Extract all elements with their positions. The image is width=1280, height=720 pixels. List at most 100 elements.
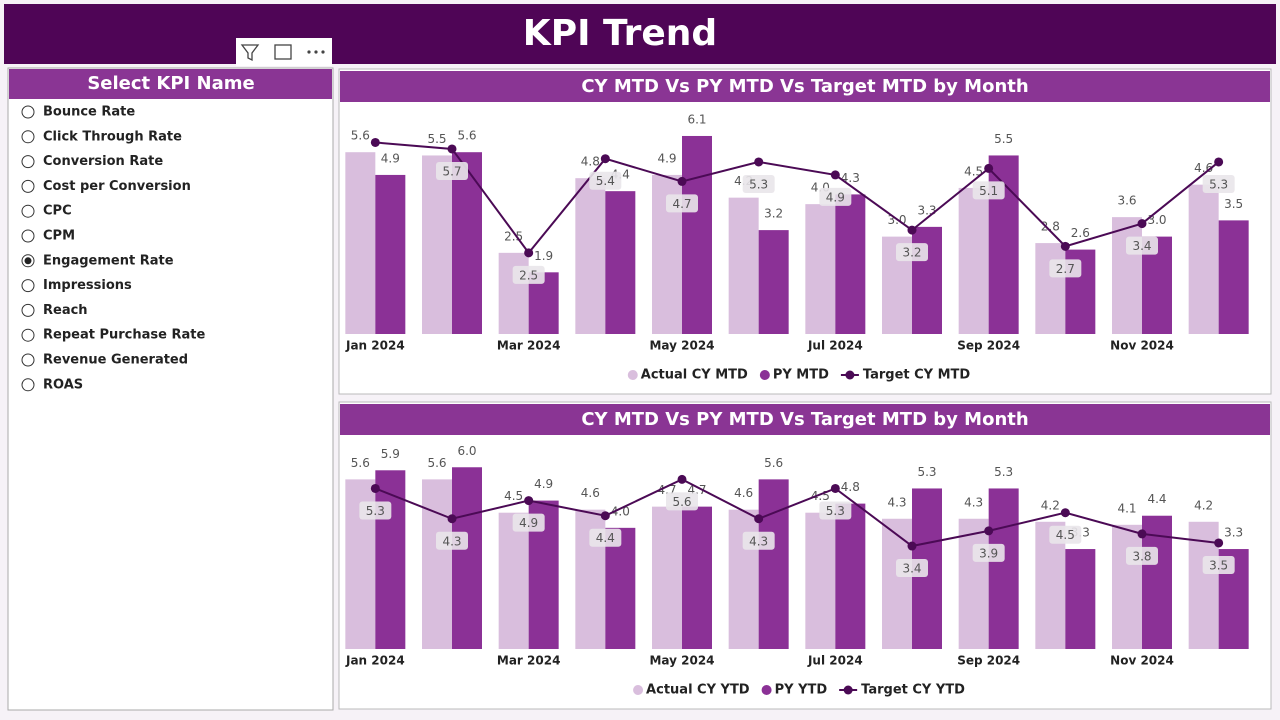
slicer-item[interactable]: Click Through Rate	[43, 129, 182, 144]
x-tick-label: Jan 2024	[345, 339, 405, 353]
bar	[682, 506, 712, 649]
data-label: 5.3	[826, 504, 845, 518]
legend-label[interactable]: Target CY YTD	[861, 683, 965, 698]
slicer-panel	[7, 67, 334, 711]
slicer-item[interactable]: ROAS	[43, 377, 83, 392]
data-label: 4.4	[596, 531, 615, 545]
line-point	[447, 514, 457, 524]
data-label: 4.3	[964, 495, 983, 509]
legend-marker	[759, 370, 770, 380]
data-label: 3.6	[1117, 194, 1136, 208]
slicer-items: Bounce Rate Click Through Rate Conversion …	[21, 105, 205, 392]
data-label: 4.9	[534, 477, 553, 491]
legend-label[interactable]: Actual CY YTD	[646, 683, 750, 698]
bar	[1142, 515, 1172, 649]
bar	[958, 518, 989, 649]
label-box	[589, 171, 622, 190]
line-point	[1060, 241, 1070, 251]
slicer-item[interactable]: Repeat Purchase Rate	[43, 328, 205, 343]
radio-button[interactable]	[21, 229, 35, 243]
radio-button[interactable]	[21, 155, 35, 169]
radio-button[interactable]	[21, 353, 35, 367]
more-icon[interactable]	[307, 50, 311, 54]
bar	[835, 194, 866, 334]
slicer-item[interactable]: Engagement Rate	[43, 253, 174, 268]
label-box	[1049, 525, 1082, 544]
data-label: 4.0	[611, 504, 630, 518]
data-label: 3.4	[1132, 239, 1151, 253]
bar	[452, 467, 482, 649]
data-label: 4.9	[826, 190, 845, 204]
x-tick-label: May 2024	[649, 654, 714, 668]
label-box	[819, 187, 852, 206]
legend-marker	[845, 370, 855, 380]
data-label: 4.3	[442, 534, 461, 548]
data-label: 4.1	[1117, 501, 1136, 515]
line-point	[677, 176, 687, 186]
legend-label[interactable]: PY YTD	[775, 683, 828, 698]
data-label: 4.4	[1147, 492, 1166, 506]
line-point	[600, 511, 610, 521]
bar	[758, 479, 789, 649]
radio-button[interactable]	[21, 328, 35, 342]
legend-marker	[843, 685, 853, 695]
bar	[1218, 220, 1249, 334]
label-box	[1202, 174, 1235, 193]
slicer-header	[9, 69, 332, 99]
data-label: 4.3	[841, 171, 860, 185]
slicer-item[interactable]: Reach	[43, 303, 88, 318]
radio-button[interactable]	[21, 105, 35, 119]
line-point	[830, 483, 840, 493]
line-point	[1137, 529, 1147, 539]
label-box	[1126, 236, 1158, 255]
data-label: 5.4	[596, 174, 615, 188]
radio-button[interactable]	[21, 204, 35, 218]
legend-label[interactable]: Actual CY MTD	[641, 368, 748, 383]
filter-icon[interactable]	[240, 44, 260, 62]
data-label: 2.7	[1056, 262, 1075, 276]
focus-icon[interactable]	[274, 44, 292, 60]
data-label: 5.9	[381, 447, 400, 461]
more-icon	[321, 50, 325, 54]
legend-label[interactable]: PY MTD	[773, 368, 829, 383]
x-tick-label: May 2024	[649, 339, 714, 353]
bar	[605, 191, 636, 334]
radio-button[interactable]	[21, 179, 35, 193]
bar	[1188, 184, 1219, 334]
slicer-item[interactable]: Revenue Generated	[43, 353, 188, 368]
data-label: 6.1	[687, 112, 706, 126]
radio-button[interactable]	[21, 378, 35, 392]
data-label: 5.1	[979, 184, 998, 198]
bar	[652, 506, 682, 649]
bar	[575, 178, 606, 334]
radio-button[interactable]	[21, 279, 35, 293]
chart-title-bar	[340, 404, 1270, 435]
radio-button[interactable]	[21, 130, 35, 144]
line-point	[907, 225, 917, 235]
x-tick-label: Nov 2024	[1110, 654, 1174, 668]
label-box	[742, 174, 775, 193]
data-label: 2.8	[1041, 220, 1060, 234]
line-point	[754, 157, 764, 167]
bar	[912, 226, 942, 334]
slicer-item[interactable]: Bounce Rate	[43, 105, 135, 120]
slicer-item[interactable]: Conversion Rate	[43, 154, 163, 169]
label-box	[819, 501, 852, 520]
radio-button[interactable]	[21, 303, 35, 317]
data-label: 4.5	[964, 164, 983, 178]
data-label: 3.9	[979, 546, 998, 560]
data-label: 3.4	[902, 562, 921, 576]
x-tick-label: Nov 2024	[1110, 339, 1174, 353]
data-label: 4.8	[581, 155, 600, 169]
bar	[1065, 549, 1096, 649]
data-label: 4.3	[887, 495, 906, 509]
slicer-item[interactable]: CPM	[43, 229, 75, 244]
line-point	[1214, 157, 1224, 167]
legend-label[interactable]: Target CY MTD	[863, 368, 971, 383]
legend-marker	[627, 370, 638, 380]
slicer-item[interactable]: Impressions	[43, 278, 132, 293]
slicer-item[interactable]: Cost per Conversion	[43, 179, 191, 194]
slicer-item[interactable]: CPC	[43, 204, 72, 219]
line-point	[370, 137, 380, 147]
